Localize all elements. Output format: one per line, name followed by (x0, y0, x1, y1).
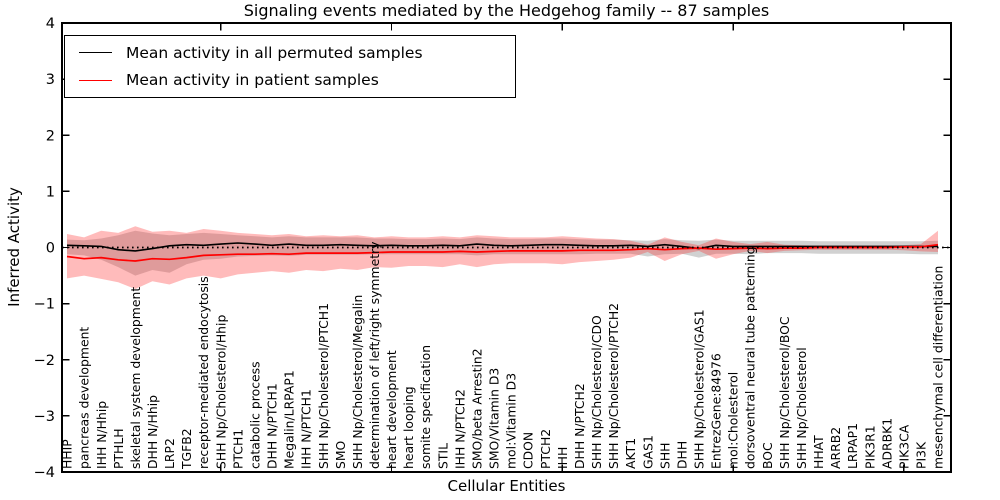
permuted-line-sample-icon (79, 52, 112, 54)
y-tick-label: −3 (34, 409, 55, 425)
permuted-confidence-band (67, 230, 938, 276)
patient-line-sample-icon (79, 79, 112, 81)
x-category-label: Megalin/LRPAP1 (282, 370, 297, 469)
x-category-label: DHH N/PTCH1 (265, 383, 280, 469)
x-category-label: CDON (521, 432, 536, 469)
x-category-label: determination of left/right symmetry (367, 242, 382, 470)
y-tick-label: 2 (46, 128, 55, 144)
x-category-label: SHH Np/Cholesterol/PTCH1 (316, 303, 331, 469)
x-category-label: IHH (555, 447, 570, 469)
x-category-label: dorsoventral neural tube patterning (743, 246, 758, 469)
x-category-label: IHH N/PTCH1 (299, 389, 314, 469)
x-category-label: catabolic process (247, 361, 262, 469)
patient-confidence-band (67, 226, 938, 289)
x-category-label: heart looping (401, 386, 416, 469)
x-category-label: ADRBK1 (879, 418, 894, 469)
y-tick-label: 4 (46, 16, 55, 32)
x-category-label: BOC (760, 442, 775, 469)
y-tick-label: 3 (46, 72, 55, 88)
legend-label-permuted: Mean activity in all permuted samples (126, 43, 423, 62)
x-category-label: SMO (333, 440, 348, 469)
x-category-label: HHIP (60, 439, 75, 469)
x-category-label: PI3K (914, 441, 929, 469)
line-permuted-mean (66, 242, 938, 252)
x-category-label: SHH Np/Cholesterol/PTCH2 (606, 303, 621, 469)
x-axis-label: Cellular Entities (447, 477, 566, 495)
legend: Mean activity in all permuted samples Me… (64, 35, 516, 98)
x-category-label: mol:Vitamin D3 (504, 373, 519, 469)
x-category-label: skeletal system development (128, 287, 143, 469)
x-category-label: PTCH1 (230, 429, 245, 469)
y-tick-label: −2 (34, 353, 55, 369)
y-tick-label: −1 (34, 297, 55, 313)
x-category-label: PIK3CA (896, 424, 911, 469)
x-category-label: PTHLH (111, 428, 126, 469)
x-category-label: pancreas development (77, 327, 92, 469)
x-category-label: STIL (435, 443, 450, 469)
chart-title: Signaling events mediated by the Hedgeho… (243, 1, 770, 20)
legend-item-patient: Mean activity in patient samples (73, 67, 507, 93)
y-tick-label: 0 (46, 241, 55, 257)
x-category-label: SHH Np/Cholesterol/Hhip (213, 315, 228, 469)
x-category-label: PIK3R1 (862, 425, 877, 469)
legend-item-permuted: Mean activity in all permuted samples (73, 40, 507, 66)
x-category-label: HHAT (811, 435, 826, 469)
legend-label-patient: Mean activity in patient samples (126, 71, 379, 90)
x-category-label: DHH N/PTCH2 (572, 383, 587, 469)
x-category-label: PTCH2 (538, 429, 553, 469)
x-category-label: SHH Np/Cholesterol/Megalin (350, 295, 365, 469)
x-category-label: EntrezGene:84976 (709, 353, 724, 469)
x-category-label: mol:Cholesterol (726, 372, 741, 469)
x-category-label: GAS1 (640, 435, 655, 469)
x-category-label: SMO/beta Arrestin2 (469, 348, 484, 469)
x-category-label: SHH Np/Cholesterol/CDO (589, 315, 604, 469)
x-category-label: TGFB2 (179, 428, 194, 470)
x-category-label: IHH N/PTCH2 (452, 389, 467, 469)
x-category-label: SHH Np/Cholesterol (794, 347, 809, 469)
x-category-label: receptor-mediated endocytosis (196, 276, 211, 469)
x-category-label: DHH N/Hhip (145, 395, 160, 469)
x-category-label: LRPAP1 (845, 423, 860, 469)
x-category-label: IHH N/Hhip (94, 401, 109, 469)
x-category-label: DHH (674, 441, 689, 469)
x-category-label: somite specification (418, 345, 433, 469)
x-category-label: SHH (657, 443, 672, 470)
x-category-label: SHH Np/Cholesterol/BOC (777, 316, 792, 469)
y-tick-label: 1 (46, 184, 55, 200)
x-category-label: SMO/Vitamin D3 (487, 368, 502, 469)
y-tick-label: −4 (34, 465, 55, 481)
x-category-label: heart development (384, 350, 399, 469)
x-category-label: AKT1 (623, 438, 638, 469)
x-category-label: LRP2 (162, 438, 177, 469)
x-category-label: ARRB2 (828, 427, 843, 469)
x-category-label: mesenchymal cell differentiation (931, 266, 946, 469)
x-category-label: SHH Np/Cholesterol/GAS1 (692, 309, 707, 469)
